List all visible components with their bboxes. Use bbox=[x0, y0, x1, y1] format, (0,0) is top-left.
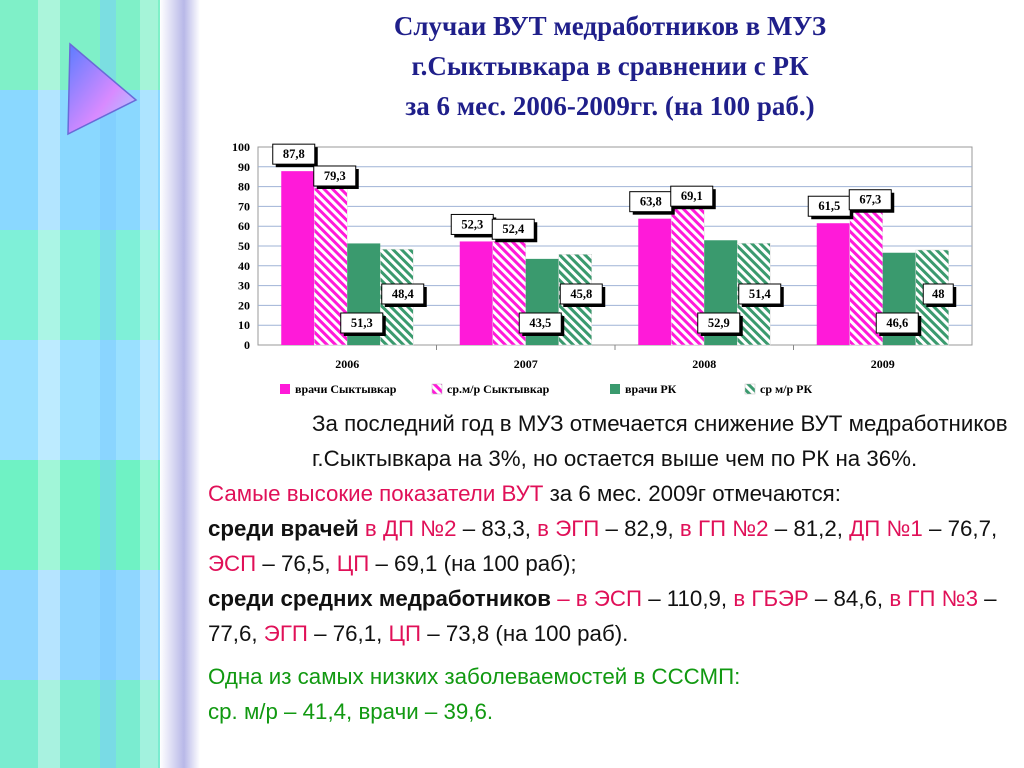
bar bbox=[638, 218, 672, 345]
text-plain: – 83,3, bbox=[456, 516, 538, 541]
data-label: 69,1 bbox=[681, 189, 703, 203]
text-bold: среди средних медработников bbox=[208, 586, 552, 611]
data-label: 51,3 bbox=[351, 316, 373, 330]
paragraph-doctors: среди врачей в ДП №2 – 83,3, в ЭГП – 82,… bbox=[208, 511, 1020, 581]
y-tick-label: 30 bbox=[238, 279, 250, 293]
text-plain: – 69,1 (на 100 раб); bbox=[369, 551, 577, 576]
data-label: 79,3 bbox=[324, 169, 346, 183]
summary-text: За последний год в МУЗ отмечается снижен… bbox=[208, 406, 1020, 729]
y-tick-label: 90 bbox=[238, 160, 250, 174]
y-tick-label: 10 bbox=[238, 318, 250, 332]
text-plain: за 6 мес. 2009г отмечаются: bbox=[543, 481, 841, 506]
y-tick-label: 40 bbox=[238, 259, 250, 273]
data-label: 52,4 bbox=[502, 222, 525, 236]
data-label-box bbox=[738, 283, 782, 305]
y-tick-label: 50 bbox=[238, 239, 250, 253]
text-highlight: ЦП bbox=[336, 551, 370, 576]
y-tick-label: 20 bbox=[238, 298, 250, 312]
data-label-box bbox=[670, 185, 714, 207]
bar bbox=[281, 171, 315, 345]
data-label-box bbox=[922, 283, 954, 305]
x-tick-label: 2009 bbox=[871, 357, 895, 371]
text-highlight: ЦП bbox=[388, 621, 422, 646]
text-plain: – 81,2, bbox=[768, 516, 850, 541]
data-label-box bbox=[272, 143, 316, 165]
text-highlight: Самые высокие показатели ВУТ bbox=[208, 481, 544, 506]
text-highlight: ЭГП bbox=[263, 621, 308, 646]
legend-entry: врачи Сыктывкар bbox=[295, 382, 397, 396]
text-plain: – 76,7, bbox=[922, 516, 998, 541]
text-plain: – 76,1, bbox=[307, 621, 389, 646]
legend-entry: врачи РК bbox=[625, 382, 677, 396]
paragraph-summary: За последний год в МУЗ отмечается снижен… bbox=[312, 411, 1008, 471]
bar bbox=[459, 241, 493, 345]
text-highlight: – в ЭСП bbox=[551, 586, 642, 611]
data-label-box bbox=[848, 189, 892, 211]
data-label: 45,8 bbox=[570, 287, 592, 301]
text-highlight: в ЭГП bbox=[537, 516, 600, 541]
text-plain: – 82,9, bbox=[599, 516, 680, 541]
page-title: Случаи ВУТ медработников в МУЗ г.Сыктывк… bbox=[210, 6, 1010, 126]
title-line-1: Случаи ВУТ медработников в МУЗ bbox=[393, 11, 827, 41]
data-label: 87,8 bbox=[283, 147, 305, 161]
text-highlight: в ГП №3 bbox=[889, 586, 978, 611]
title-line-2: г.Сыктывкара в сравнении с РК bbox=[411, 51, 809, 81]
text-plain: – 73,8 (на 100 раб). bbox=[421, 621, 629, 646]
triangle-arrow-icon bbox=[67, 42, 138, 136]
legend-swatch bbox=[610, 384, 620, 394]
text-highlight: в ГП №2 bbox=[679, 516, 769, 541]
data-label-box bbox=[697, 312, 741, 334]
decorative-side-strip bbox=[0, 0, 200, 768]
data-label: 43,5 bbox=[529, 316, 551, 330]
text-highlight: в ГБЭР bbox=[733, 586, 809, 611]
text-plain: – 110,9, bbox=[642, 586, 734, 611]
paragraph-lowest-line-2: ср. м/р – 41,4, врачи – 39,6. bbox=[208, 699, 494, 724]
data-label: 48,4 bbox=[392, 287, 415, 301]
legend-entry: ср м/р РК bbox=[760, 382, 813, 396]
data-label-box bbox=[518, 312, 562, 334]
y-tick-label: 0 bbox=[244, 338, 250, 352]
data-label: 67,3 bbox=[859, 193, 881, 207]
data-label-box bbox=[313, 165, 357, 187]
text-plain: – 76,5, bbox=[256, 551, 337, 576]
legend-entry: ср.м/р Сыктывкар bbox=[447, 382, 550, 396]
x-tick-label: 2007 bbox=[514, 357, 538, 371]
data-label: 52,3 bbox=[461, 217, 483, 231]
data-label: 51,4 bbox=[749, 287, 772, 301]
legend-swatch bbox=[280, 384, 290, 394]
data-label-box bbox=[875, 312, 919, 334]
data-label: 46,6 bbox=[886, 316, 908, 330]
data-label-box bbox=[340, 312, 384, 334]
text-plain: – 84,6, bbox=[808, 586, 890, 611]
text-plain: – 77,6, bbox=[208, 586, 997, 646]
paragraph-highest: Самые высокие показатели ВУТ за 6 мес. 2… bbox=[208, 476, 1020, 511]
data-label-box bbox=[491, 218, 535, 240]
paragraph-nurses: среди средних медработников – в ЭСП – 11… bbox=[208, 581, 1020, 651]
bar bbox=[816, 223, 850, 345]
y-tick-label: 80 bbox=[238, 180, 250, 194]
y-tick-label: 60 bbox=[238, 219, 250, 233]
text-bold: среди врачей bbox=[208, 516, 359, 541]
data-label-box bbox=[559, 283, 603, 305]
paragraph-lowest-line-1: Одна из самых низких заболеваемостей в С… bbox=[208, 664, 741, 689]
title-line-3: за 6 мес. 2006-2009гг. (на 100 раб.) bbox=[405, 91, 815, 121]
data-label: 61,5 bbox=[818, 199, 840, 213]
data-label-box bbox=[381, 283, 425, 305]
text-highlight: ЭСП bbox=[208, 551, 257, 576]
data-label: 63,8 bbox=[640, 195, 662, 209]
text-highlight: ДП №1 bbox=[849, 516, 923, 541]
text-highlight: в ДП №2 bbox=[358, 516, 457, 541]
legend-swatch bbox=[431, 383, 443, 395]
legend-swatch bbox=[744, 383, 756, 395]
data-label: 48 bbox=[932, 287, 945, 301]
y-tick-label: 100 bbox=[232, 140, 250, 154]
x-tick-label: 2006 bbox=[335, 357, 359, 371]
y-tick-label: 70 bbox=[238, 199, 250, 213]
x-tick-label: 2008 bbox=[692, 357, 716, 371]
data-label: 52,9 bbox=[708, 316, 730, 330]
